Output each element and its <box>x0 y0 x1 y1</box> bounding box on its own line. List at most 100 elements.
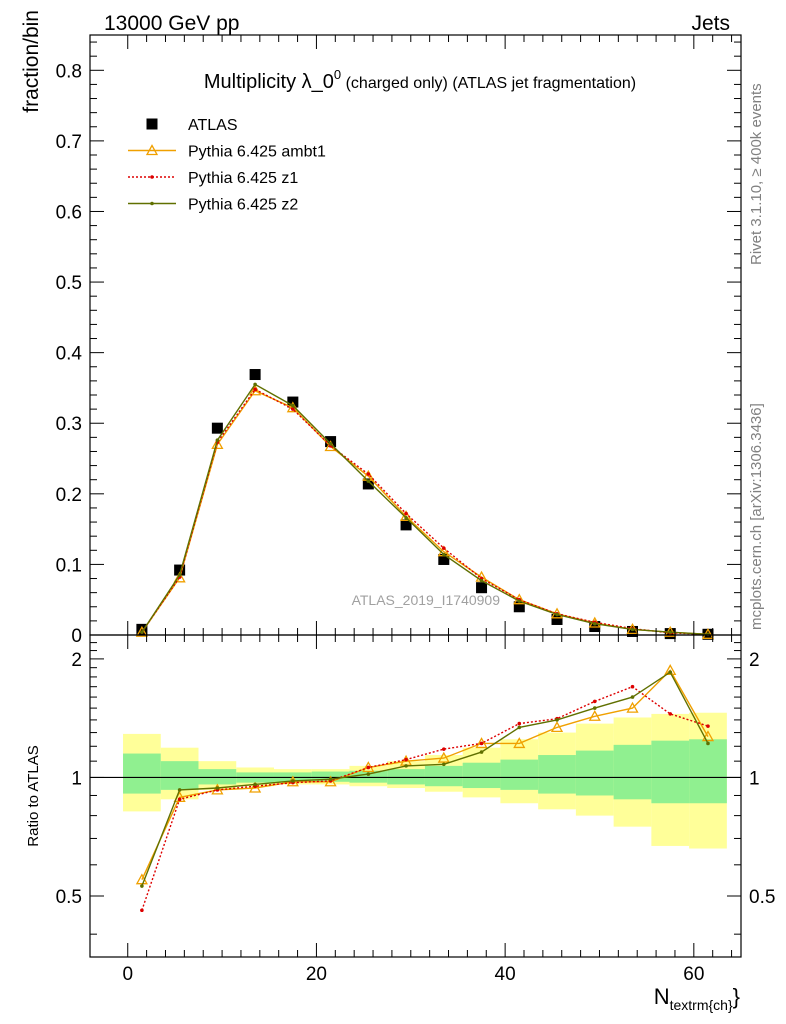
ratio-point-pythia-6-425-z2 <box>215 786 220 790</box>
main-point-pythia-6-425-z2 <box>328 441 333 446</box>
chart-title-rest: (charged only) (ATLAS jet fragmentation) <box>341 75 636 92</box>
ratio-stat-band <box>651 740 690 804</box>
ratio-point-pythia-6-425-ambt1 <box>701 730 715 742</box>
ratio-stat-band <box>613 744 652 800</box>
x-axis-label-subscript: textrm{ch} <box>670 997 733 1013</box>
ratio-point-pythia-6-425-z1 <box>668 712 673 716</box>
ratio-stat-band <box>538 755 576 794</box>
main-data-layer <box>135 369 715 640</box>
ratio-y-axis-label: Ratio to ATLAS <box>25 745 42 846</box>
chart-title-main: Multiplicity λ_0 <box>204 71 334 93</box>
main-point-pythia-6-425-z1 <box>442 546 446 550</box>
ratio-y-tick-label: 2 <box>71 650 82 671</box>
ratio-point-pythia-6-425-z2 <box>592 706 597 710</box>
analysis-tag: ATLAS_2019_I1740909 <box>352 592 501 608</box>
ratio-y-tick-label-right: 0.5 <box>749 887 775 908</box>
ratio-stat-band <box>424 765 463 787</box>
legend: ATLAS Pythia 6.425 ambt1 Pythia 6.425 z1 Py… <box>128 117 326 214</box>
main-line-pythia-6-425-z2 <box>141 383 709 635</box>
y-tick-label: 0.7 <box>56 132 82 153</box>
ratio-line-pythia-6-425-z1 <box>141 685 709 911</box>
ratio-point-pythia-6-425-ambt1 <box>437 751 450 763</box>
main-point-atlas <box>476 582 488 594</box>
ratio-y-tick-label: 0.5 <box>56 887 82 908</box>
main-point-pythia-6-425-z2 <box>140 630 144 634</box>
x-axis-label-main: N <box>654 984 670 1009</box>
ratio-point-pythia-6-425-z1 <box>366 765 371 770</box>
main-panel: 0 0.1 0.2 0.3 0.4 0.5 0.6 0.7 0.8 fraction/bin M… <box>20 10 742 647</box>
legend-label: Pythia 6.425 ambt1 <box>188 144 326 161</box>
ratio-point-pythia-6-425-z2 <box>442 762 446 767</box>
x-axis-label: Ntextrm{ch}} <box>654 984 740 1013</box>
ratio-stat-band <box>123 753 161 794</box>
ratio-y-tick-label-right: 2 <box>749 650 760 671</box>
y-tick-label: 0.8 <box>56 61 82 82</box>
main-point-atlas <box>249 369 261 381</box>
y-axis-label: fraction/bin <box>20 10 43 113</box>
main-point-pythia-6-425-z1 <box>404 511 408 516</box>
ratio-point-pythia-6-425-ambt1 <box>324 775 337 787</box>
ratio-line-pythia-6-425-z2 <box>141 671 709 887</box>
legend-entry-pythia-6-425-z1: Pythia 6.425 z1 <box>128 170 298 187</box>
ratio-point-pythia-6-425-z1 <box>592 699 597 704</box>
ratio-point-pythia-6-425-ambt1 <box>513 737 526 749</box>
main-point-pythia-6-425-z2 <box>215 438 220 442</box>
ratio-series-pythia-6-425-ambt1 <box>135 664 715 885</box>
ratio-stat-band <box>462 762 501 789</box>
ratio-point-pythia-6-425-ambt1 <box>211 783 224 795</box>
x-tick-label: 40 <box>495 964 516 985</box>
ratio-series-pythia-6-425-z1 <box>140 684 710 913</box>
main-point-pythia-6-425-z2 <box>253 382 257 387</box>
main-point-pythia-6-425-z2 <box>291 403 295 408</box>
ratio-stat-band <box>689 739 727 804</box>
main-point-atlas <box>513 601 525 613</box>
main-point-pythia-6-425-z2 <box>517 599 522 603</box>
chart-title: Multiplicity λ_00 (charged only) (ATLAS … <box>204 67 636 93</box>
ratio-point-pythia-6-425-z2 <box>630 695 635 699</box>
ratio-point-pythia-6-425-ambt1 <box>475 737 488 749</box>
ratio-point-pythia-6-425-z1 <box>140 908 144 913</box>
ratio-point-pythia-6-425-ambt1 <box>664 664 677 676</box>
ratio-point-pythia-6-425-z1 <box>706 724 710 728</box>
ratio-point-pythia-6-425-z2 <box>668 670 673 675</box>
ratio-point-pythia-6-425-z2 <box>404 764 408 768</box>
main-point-pythia-6-425-z2 <box>630 627 635 632</box>
main-point-atlas <box>438 553 450 565</box>
ratio-point-pythia-6-425-z2 <box>328 777 333 781</box>
mcplots-reference-label: mcplots.cern.ch [arXiv:1306.3436] <box>748 403 765 630</box>
energy-label: 13000 GeV pp <box>104 12 239 35</box>
legend-label: Pythia 6.425 z2 <box>188 197 298 214</box>
main-point-pythia-6-425-z2 <box>479 578 484 583</box>
ratio-point-pythia-6-425-z1 <box>479 741 484 746</box>
ratio-stat-band <box>160 761 199 790</box>
ratio-point-pythia-6-425-z2 <box>479 750 484 754</box>
ratio-point-pythia-6-425-z1 <box>404 757 408 762</box>
ratio-point-pythia-6-425-z2 <box>291 779 295 783</box>
ratio-point-pythia-6-425-z1 <box>517 721 522 726</box>
ratio-y-tick-label: 1 <box>71 768 82 789</box>
legend-marker <box>145 144 159 156</box>
main-point-atlas <box>136 623 148 635</box>
ratio-point-pythia-6-425-z2 <box>140 884 144 888</box>
y-tick-label: 0.4 <box>56 344 83 365</box>
y-tick-label: 0.6 <box>56 202 82 223</box>
legend-entry-atlas: ATLAS <box>146 117 238 134</box>
y-tick-label: 0.5 <box>56 273 82 294</box>
ratio-series-pythia-6-425-z2 <box>140 670 710 888</box>
ratio-point-pythia-6-425-ambt1 <box>249 781 262 793</box>
x-tick-label: 60 <box>683 964 704 985</box>
main-axes: 0 0.1 0.2 0.3 0.4 0.5 0.6 0.7 0.8 <box>56 35 741 647</box>
chart-title-superscript: 0 <box>334 67 341 82</box>
legend-entry-pythia-6-425-z2: Pythia 6.425 z2 <box>128 197 298 214</box>
ratio-point-pythia-6-425-ambt1 <box>626 701 639 713</box>
main-point-pythia-6-425-ambt1 <box>211 438 224 450</box>
main-point-pythia-6-425-z2 <box>592 621 597 626</box>
ratio-point-pythia-6-425-z2 <box>177 788 182 792</box>
ratio-point-pythia-6-425-z2 <box>253 782 257 787</box>
ratio-axes: 0 20 40 60 0.5 0.5 1 1 2 2 <box>56 635 775 985</box>
ratio-stat-band <box>575 750 614 796</box>
ratio-panel: 0 20 40 60 0.5 0.5 1 1 2 2 Ratio to ATLAS <box>25 634 775 985</box>
main-point-pythia-6-425-z2 <box>177 573 182 577</box>
legend-entry-pythia-6-425-ambt1: Pythia 6.425 ambt1 <box>128 144 326 161</box>
